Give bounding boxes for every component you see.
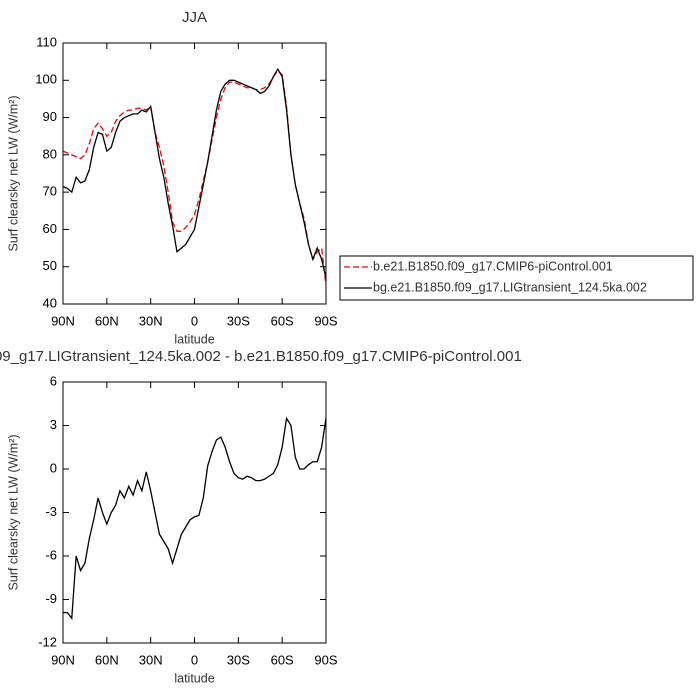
y-tick-label: 0	[50, 460, 57, 475]
y-axis-label: Surf clearsky net LW (W/m²)	[6, 95, 20, 251]
x-tick-label: 60N	[95, 313, 119, 328]
legend-box	[339, 255, 694, 301]
x-axis-label: latitude	[174, 671, 214, 685]
y-tick-label: 40	[43, 295, 57, 310]
x-tick-label: 60N	[95, 652, 119, 667]
y-tick-label: 90	[43, 109, 57, 124]
x-axis-label: latitude	[174, 332, 214, 346]
y-tick-label: 50	[43, 258, 57, 273]
y-tick-label: 6	[50, 373, 57, 388]
x-tick-label: 60S	[271, 313, 294, 328]
y-tick-label: -6	[45, 547, 57, 562]
y-tick-label: 60	[43, 221, 57, 236]
y-tick-label: -3	[45, 504, 57, 519]
y-axis-label: Surf clearsky net LW (W/m²)	[6, 434, 20, 590]
chart-title: bg.e21.B1850.f09_g17.LIGtransient_124.5k…	[0, 348, 522, 365]
y-tick-label: 100	[35, 72, 57, 87]
series-line	[63, 416, 326, 621]
y-tick-label: -12	[38, 634, 57, 649]
y-tick-label: 70	[43, 184, 57, 199]
x-tick-label: 90N	[51, 652, 75, 667]
x-tick-label: 90S	[314, 652, 337, 667]
y-tick-label: 3	[50, 417, 57, 432]
legend-label: bg.e21.B1850.f09_g17.LIGtransient_124.5k…	[373, 280, 647, 294]
plot-frame	[62, 42, 327, 305]
x-tick-label: 30N	[139, 652, 163, 667]
x-tick-label: 0	[191, 313, 198, 328]
x-tick-label: 30S	[227, 652, 250, 667]
y-tick-label: -9	[45, 591, 57, 606]
x-tick-label: 90S	[314, 313, 337, 328]
series-line	[63, 67, 326, 279]
series-line	[63, 70, 326, 286]
y-tick-label: 80	[43, 146, 57, 161]
x-tick-label: 60S	[271, 652, 294, 667]
x-tick-label: 0	[191, 652, 198, 667]
y-tick-label: 110	[36, 34, 57, 49]
x-tick-label: 90N	[51, 313, 75, 328]
x-tick-label: 30N	[139, 313, 163, 328]
legend-label: b.e21.B1850.f09_g17.CMIP6-piControl.001	[373, 259, 613, 273]
chart-title: JJA	[182, 9, 207, 26]
x-tick-label: 30S	[227, 313, 250, 328]
